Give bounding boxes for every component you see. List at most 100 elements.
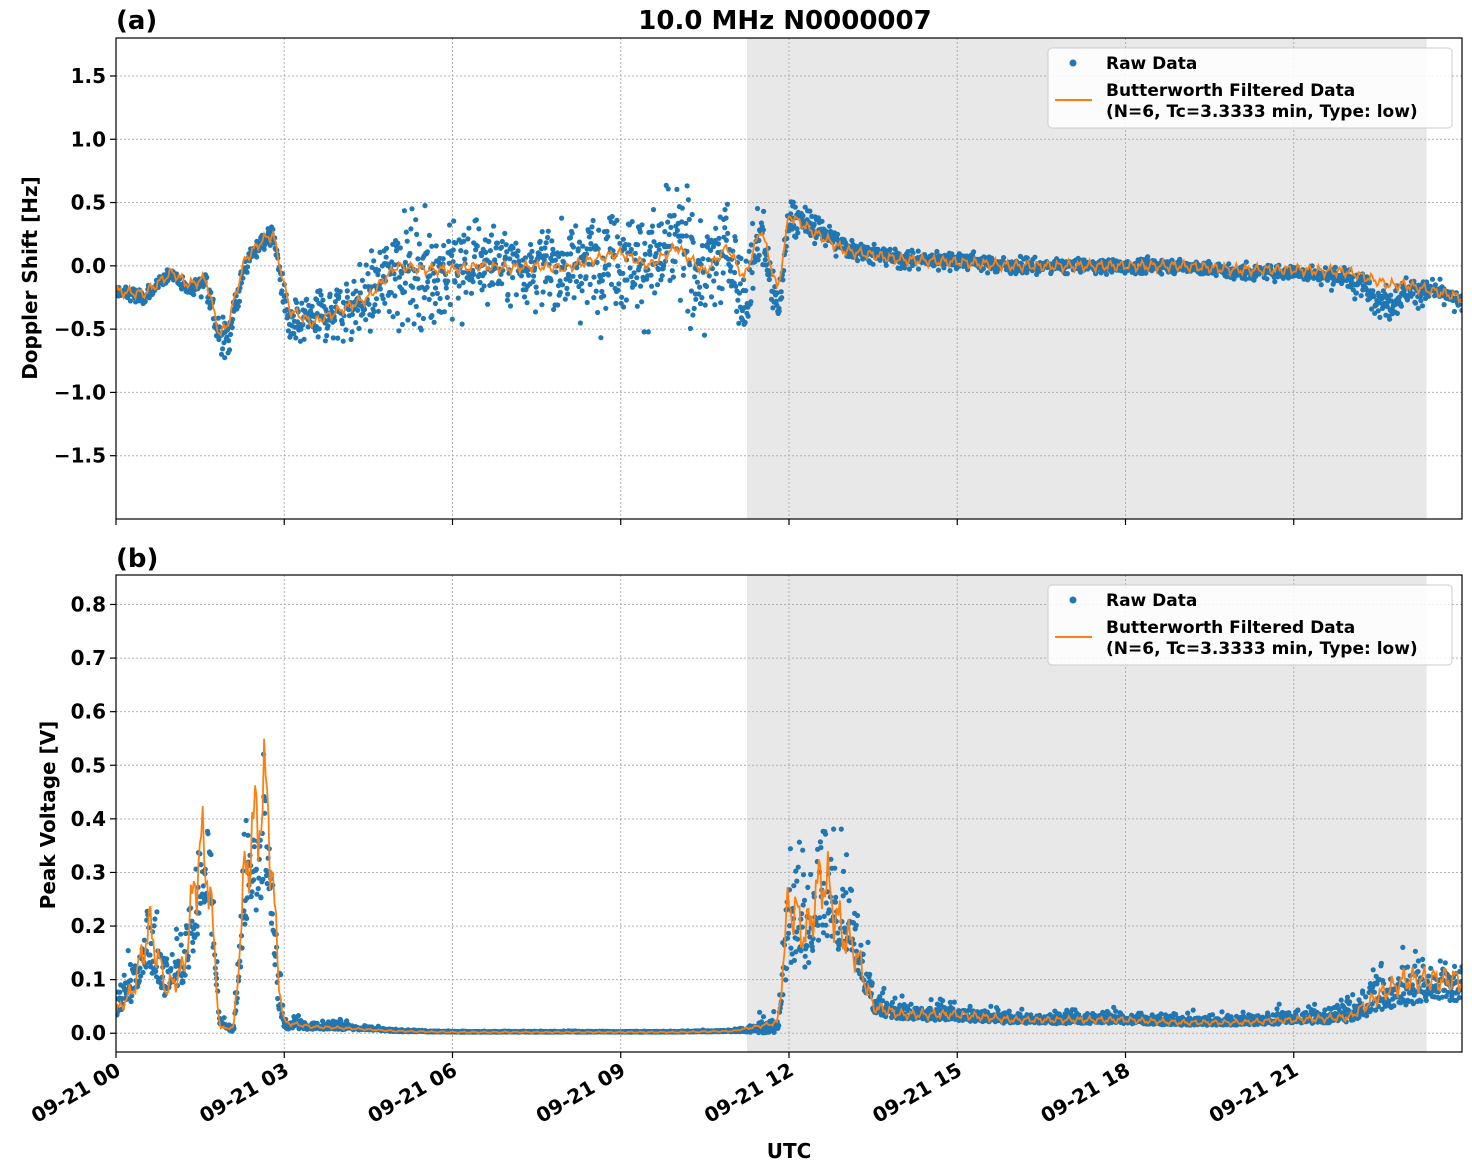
raw-data-point <box>617 240 623 246</box>
raw-data-point <box>708 237 714 243</box>
raw-data-point <box>947 268 953 274</box>
raw-data-point <box>654 282 661 288</box>
raw-data-point <box>722 225 728 231</box>
raw-data-point <box>1384 304 1390 310</box>
raw-data-point <box>429 313 435 319</box>
raw-data-point <box>530 279 536 285</box>
raw-data-point <box>332 299 338 305</box>
raw-data-point <box>832 899 839 905</box>
raw-data-point <box>431 319 437 325</box>
raw-data-point <box>140 969 146 976</box>
raw-data-point <box>524 300 530 306</box>
raw-data-point <box>935 267 942 273</box>
raw-data-point <box>869 980 875 986</box>
raw-data-point <box>614 217 620 223</box>
raw-data-point <box>407 250 413 257</box>
raw-data-point <box>543 240 549 246</box>
raw-data-point <box>589 224 595 230</box>
raw-data-point <box>971 249 977 255</box>
raw-data-point <box>528 259 534 265</box>
raw-data-point <box>344 294 350 300</box>
raw-data-point <box>1456 302 1462 308</box>
raw-data-point <box>178 942 184 948</box>
raw-data-point <box>697 218 704 224</box>
raw-data-point <box>668 224 674 230</box>
raw-data-point <box>117 989 123 995</box>
raw-data-point <box>706 273 712 279</box>
raw-data-point <box>1219 1009 1225 1015</box>
raw-data-point <box>447 301 453 308</box>
raw-data-point <box>889 999 896 1006</box>
raw-data-point <box>450 247 456 253</box>
raw-data-point <box>908 1001 914 1007</box>
raw-data-point <box>755 257 761 263</box>
raw-data-point <box>1019 1006 1025 1012</box>
raw-data-point <box>718 300 724 306</box>
raw-data-point <box>724 201 731 207</box>
raw-data-point <box>1377 314 1383 320</box>
raw-data-point <box>855 258 861 264</box>
raw-data-point <box>375 272 381 278</box>
raw-data-point <box>650 207 657 213</box>
raw-data-point <box>539 229 545 235</box>
raw-data-point <box>835 231 841 237</box>
raw-data-point <box>626 242 632 248</box>
raw-data-point <box>806 960 812 966</box>
raw-data-point <box>355 307 361 313</box>
raw-data-point <box>776 308 782 314</box>
raw-data-point <box>593 288 599 294</box>
raw-data-point <box>305 324 311 330</box>
raw-data-point <box>491 223 497 229</box>
raw-data-point <box>575 246 581 252</box>
raw-data-point <box>540 289 546 295</box>
raw-data-point <box>783 965 790 972</box>
raw-data-point <box>854 912 861 919</box>
raw-data-point <box>513 292 520 298</box>
raw-data-point <box>693 296 699 302</box>
raw-data-point <box>557 278 563 284</box>
raw-data-point <box>142 298 148 304</box>
raw-data-point <box>1432 282 1438 288</box>
raw-data-point <box>645 329 651 335</box>
raw-data-point <box>571 295 577 301</box>
raw-data-point <box>639 299 645 305</box>
raw-data-point <box>401 208 407 214</box>
raw-data-point <box>168 966 174 972</box>
raw-data-point <box>821 913 827 920</box>
raw-data-point <box>1075 255 1081 261</box>
raw-data-point <box>1264 276 1270 282</box>
raw-data-point <box>1429 276 1436 282</box>
raw-data-point <box>269 911 275 917</box>
raw-data-point <box>125 948 131 954</box>
raw-data-point <box>1353 290 1359 296</box>
raw-data-point <box>577 273 584 279</box>
raw-data-point <box>128 998 134 1005</box>
raw-data-point <box>791 883 797 889</box>
raw-data-point <box>1032 254 1038 260</box>
raw-data-point <box>637 229 643 235</box>
raw-data-point <box>620 270 626 276</box>
raw-data-point <box>152 916 158 922</box>
raw-data-point <box>649 283 655 289</box>
raw-data-point <box>158 980 164 986</box>
raw-data-point <box>137 965 143 971</box>
raw-data-point <box>553 269 559 275</box>
raw-data-point <box>631 270 637 276</box>
raw-data-point <box>427 273 433 279</box>
raw-data-point <box>732 237 739 244</box>
raw-data-point <box>498 244 505 250</box>
raw-data-point <box>221 340 227 346</box>
raw-data-point <box>543 253 549 259</box>
raw-data-point <box>708 294 715 300</box>
raw-data-point <box>215 315 221 321</box>
raw-data-point <box>463 289 469 295</box>
raw-data-point <box>623 297 630 303</box>
raw-data-point <box>375 267 382 273</box>
raw-data-point <box>1243 276 1249 282</box>
raw-data-point <box>800 902 806 908</box>
raw-data-point <box>713 225 719 231</box>
raw-data-point <box>502 254 508 260</box>
raw-data-point <box>615 263 621 269</box>
raw-data-point <box>377 286 383 292</box>
